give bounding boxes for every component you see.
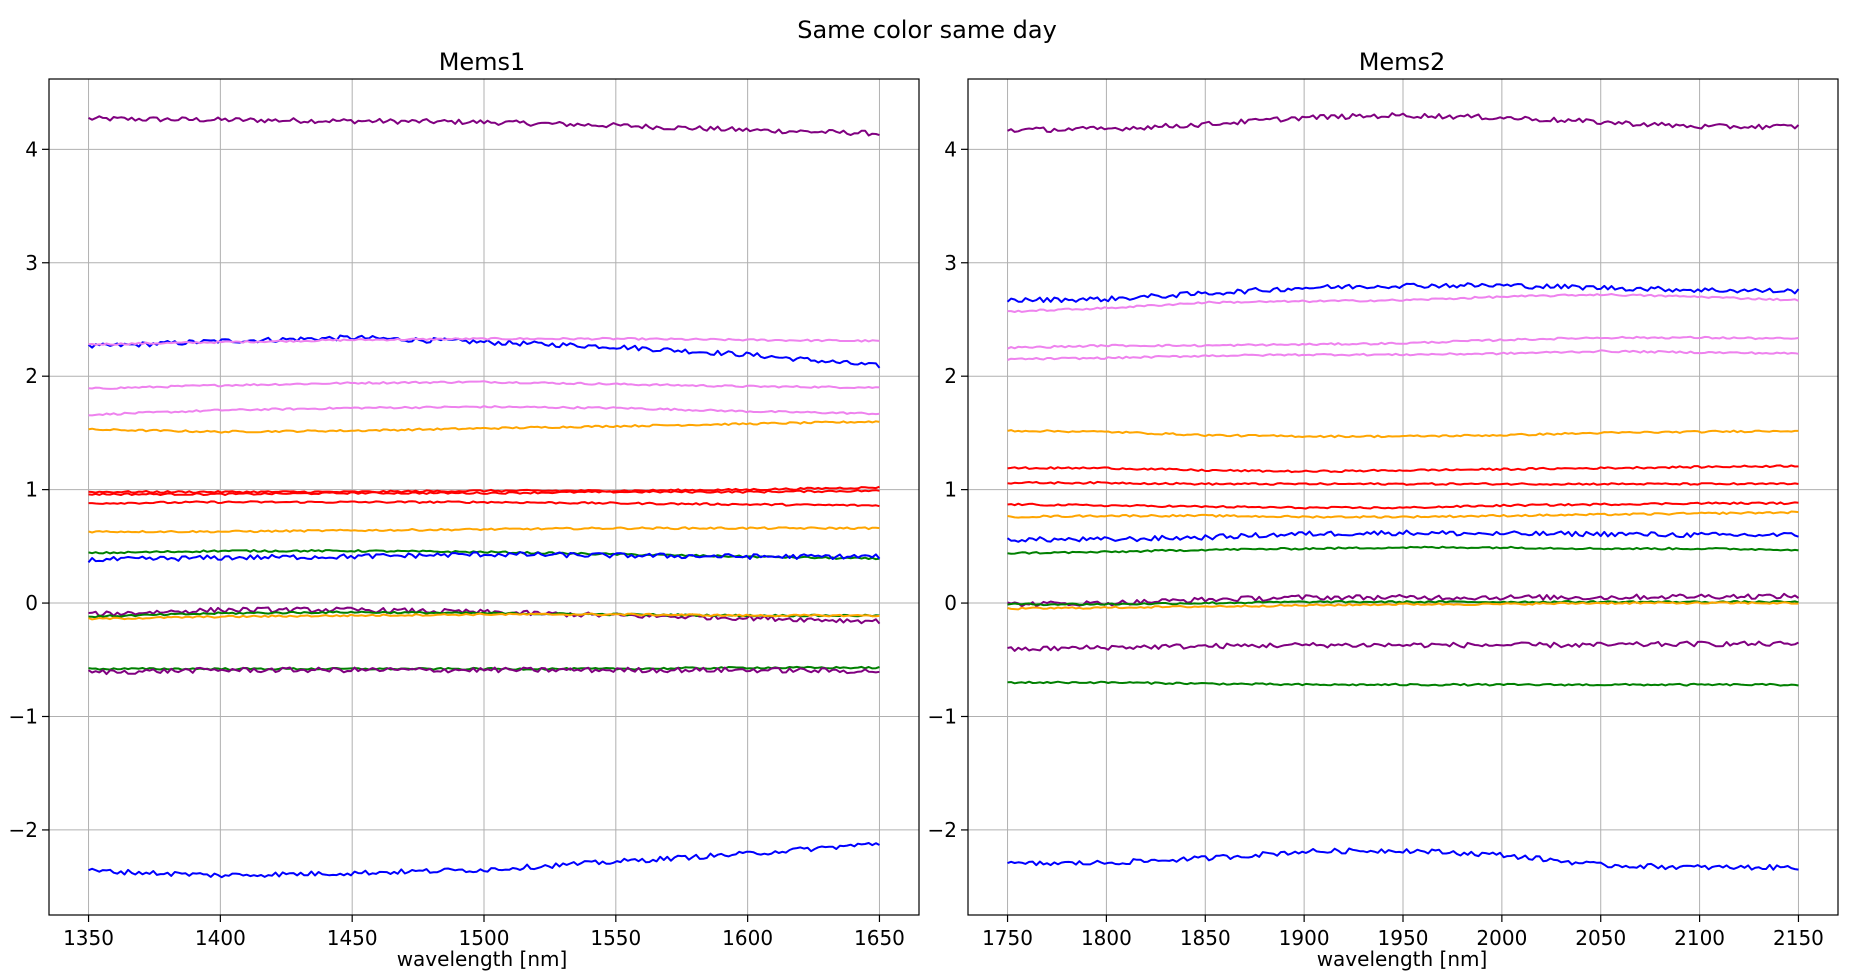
mems2-series-line-16 [1007, 640, 1799, 652]
chart-mems1-title: Mems1 [439, 48, 526, 76]
mems2-grid [968, 79, 1838, 915]
mems1-x-tick-label: 1400 [195, 926, 246, 950]
figure-suptitle: Same color same day [797, 16, 1057, 44]
mems1-x-axis: 1350 1400 1450 1500 1550 1600 1650 [63, 915, 905, 950]
mems1-y-tick-label: 0 [25, 591, 38, 615]
mems2-x-tick-label: 1800 [1081, 926, 1132, 950]
mems1-series-line-3 [88, 336, 880, 346]
mems2-series-line-9 [1007, 501, 1799, 510]
mems1-x-tick-label: 1550 [590, 926, 641, 950]
mems1-series-line-15 [88, 612, 880, 621]
mems1-series-line-13 [88, 606, 881, 625]
mems1-y-tick-label: 4 [25, 137, 38, 161]
chart-mems2: Mems2 wavelength [nm] 1750 1800 1850 1900 19… [928, 48, 1839, 971]
mems1-series-line-10 [88, 526, 880, 534]
mems1-y-tick-label: 2 [25, 364, 38, 388]
mems2-series-line-6 [1007, 429, 1799, 439]
mems2-y-tick-label: 3 [944, 251, 957, 275]
mems2-x-tick-label: 2100 [1674, 926, 1725, 950]
chart-mems2-title: Mems2 [1359, 48, 1446, 76]
mems1-x-tick-label: 1350 [63, 926, 114, 950]
mems2-x-tick-label: 2150 [1773, 926, 1824, 950]
mems2-series [1006, 112, 1800, 871]
mems1-x-tick-label: 1600 [722, 926, 773, 950]
mems2-x-tick-label: 1950 [1378, 926, 1429, 950]
mems2-series-line-1 [1007, 112, 1800, 133]
mems2-x-axis: 1750 1800 1850 1900 1950 2000 2050 2100 2150 [982, 915, 1824, 950]
mems1-series-line-2 [87, 334, 881, 369]
mems1-series-line-9 [88, 500, 880, 508]
mems1-y-tick-label: −2 [9, 818, 38, 842]
mems2-y-axis: −2 −1 0 1 2 3 4 [928, 137, 968, 842]
chart-mems1: Mems1 wavelength [nm] 1350 1400 1450 1500 15… [9, 48, 920, 971]
mems1-x-tick-label: 1500 [459, 926, 510, 950]
mems2-series-line-8 [1007, 480, 1799, 486]
mems1-series-line-6 [88, 420, 880, 434]
mems2-y-tick-label: 1 [944, 478, 957, 502]
mems2-x-tick-label: 1850 [1180, 926, 1231, 950]
mems2-y-tick-label: 4 [944, 137, 957, 161]
mems1-series-line-4 [88, 380, 880, 390]
mems1-y-axis: −2 −1 0 1 2 3 4 [9, 137, 49, 842]
mems1-series-line-12 [87, 551, 881, 564]
mems2-series-line-11 [1006, 529, 1799, 543]
mems1-y-tick-label: 3 [25, 251, 38, 275]
mems2-y-tick-label: 2 [944, 364, 957, 388]
mems2-series-line-13 [1007, 592, 1800, 608]
mems2-series-line-12 [1007, 545, 1799, 555]
mems2-series-line-7 [1007, 464, 1799, 474]
mems1-series-line-5 [88, 405, 880, 417]
mems1-series-line-18 [88, 842, 880, 879]
mems2-series-line-4 [1007, 335, 1799, 350]
mems1-series-line-1 [88, 115, 880, 137]
mems2-y-tick-label: 0 [944, 591, 957, 615]
mems1-x-tick-label: 1650 [854, 926, 905, 950]
mems2-series-line-10 [1007, 510, 1799, 519]
mems1-series-line-8 [88, 489, 880, 496]
mems2-x-tick-label: 1750 [982, 926, 1033, 950]
mems1-series-line-7 [88, 485, 880, 494]
mems2-y-tick-label: −2 [928, 818, 957, 842]
mems1-x-tick-label: 1450 [327, 926, 378, 950]
mems2-y-tick-label: −1 [928, 704, 957, 728]
chart-mems2-xlabel: wavelength [nm] [1317, 947, 1488, 971]
mems2-x-tick-label: 1900 [1279, 926, 1330, 950]
mems2-series-line-2 [1006, 282, 1800, 303]
mems1-y-tick-label: 1 [25, 478, 38, 502]
mems2-series-line-17 [1007, 680, 1799, 687]
mems2-x-tick-label: 2000 [1476, 926, 1527, 950]
mems2-series-line-3 [1007, 293, 1799, 313]
mems2-series-line-5 [1007, 349, 1799, 361]
mems1-series [87, 115, 881, 879]
mems1-grid [49, 79, 919, 915]
mems1-y-tick-label: −1 [9, 704, 38, 728]
mems1-series-line-17 [87, 666, 880, 676]
chart-mems1-xlabel: wavelength [nm] [397, 947, 568, 971]
mems2-series-line-18 [1007, 847, 1799, 871]
mems2-series-line-15 [1007, 601, 1799, 611]
mems2-x-tick-label: 2050 [1575, 926, 1626, 950]
